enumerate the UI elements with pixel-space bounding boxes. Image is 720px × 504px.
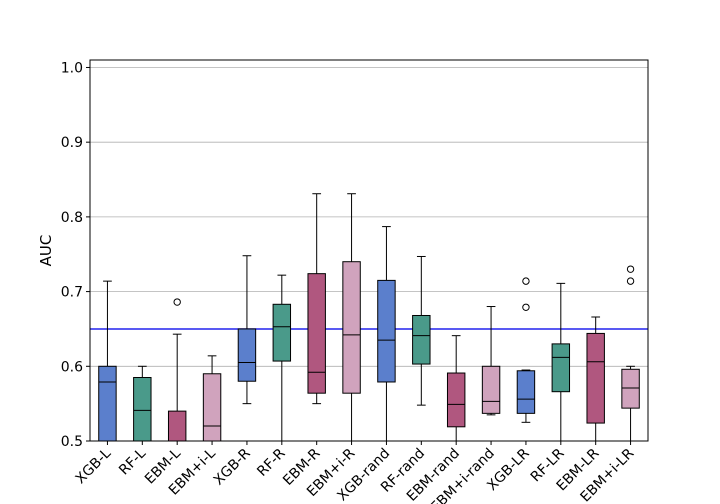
box-body xyxy=(237,328,257,382)
box-rf-rand xyxy=(412,255,431,406)
outlier-point xyxy=(522,303,530,311)
box-rf-lr xyxy=(551,282,571,442)
box-body xyxy=(98,365,117,442)
box-body xyxy=(516,370,536,414)
plot-frame xyxy=(89,59,649,442)
y-axis-ticks: 0.5 0.6 0.7 0.8 0.9 1.0 xyxy=(61,60,90,450)
box-body xyxy=(377,279,396,383)
box-body xyxy=(167,410,187,442)
box-body xyxy=(272,303,292,362)
box-body xyxy=(621,368,640,409)
box-ebm-r xyxy=(307,193,326,405)
outlier-point xyxy=(173,298,181,306)
outlier-point xyxy=(626,277,635,285)
outlier-point xyxy=(522,277,530,285)
y-tick-label: 0.9 xyxy=(61,135,83,151)
box-body xyxy=(133,377,152,442)
box-body xyxy=(586,332,605,424)
outlier-point xyxy=(626,265,635,273)
box-ebm-i-r xyxy=(342,193,361,442)
box-ebm-i-l xyxy=(202,355,222,442)
y-tick-label: 0.7 xyxy=(61,285,83,301)
box-ebm-i-rand xyxy=(481,306,501,416)
y-tick-label: 0.5 xyxy=(61,434,83,450)
y-tick-label: 0.8 xyxy=(61,210,83,226)
y-tick-label: 1.0 xyxy=(61,60,83,76)
box-ebm-rand xyxy=(446,335,466,442)
box-body xyxy=(342,261,361,394)
box-xgb-r xyxy=(237,255,257,405)
box-body xyxy=(412,314,431,365)
y-axis-label: AUC xyxy=(37,235,55,267)
box-body xyxy=(551,343,571,393)
box-body xyxy=(446,372,466,428)
box-xgb-lr xyxy=(516,277,536,423)
box-body xyxy=(481,365,501,414)
box-body xyxy=(307,273,326,394)
box-rf-l xyxy=(133,365,152,442)
box-ebm-lr xyxy=(586,316,605,442)
y-tick-label: 0.6 xyxy=(61,359,83,375)
box-body xyxy=(202,373,222,442)
